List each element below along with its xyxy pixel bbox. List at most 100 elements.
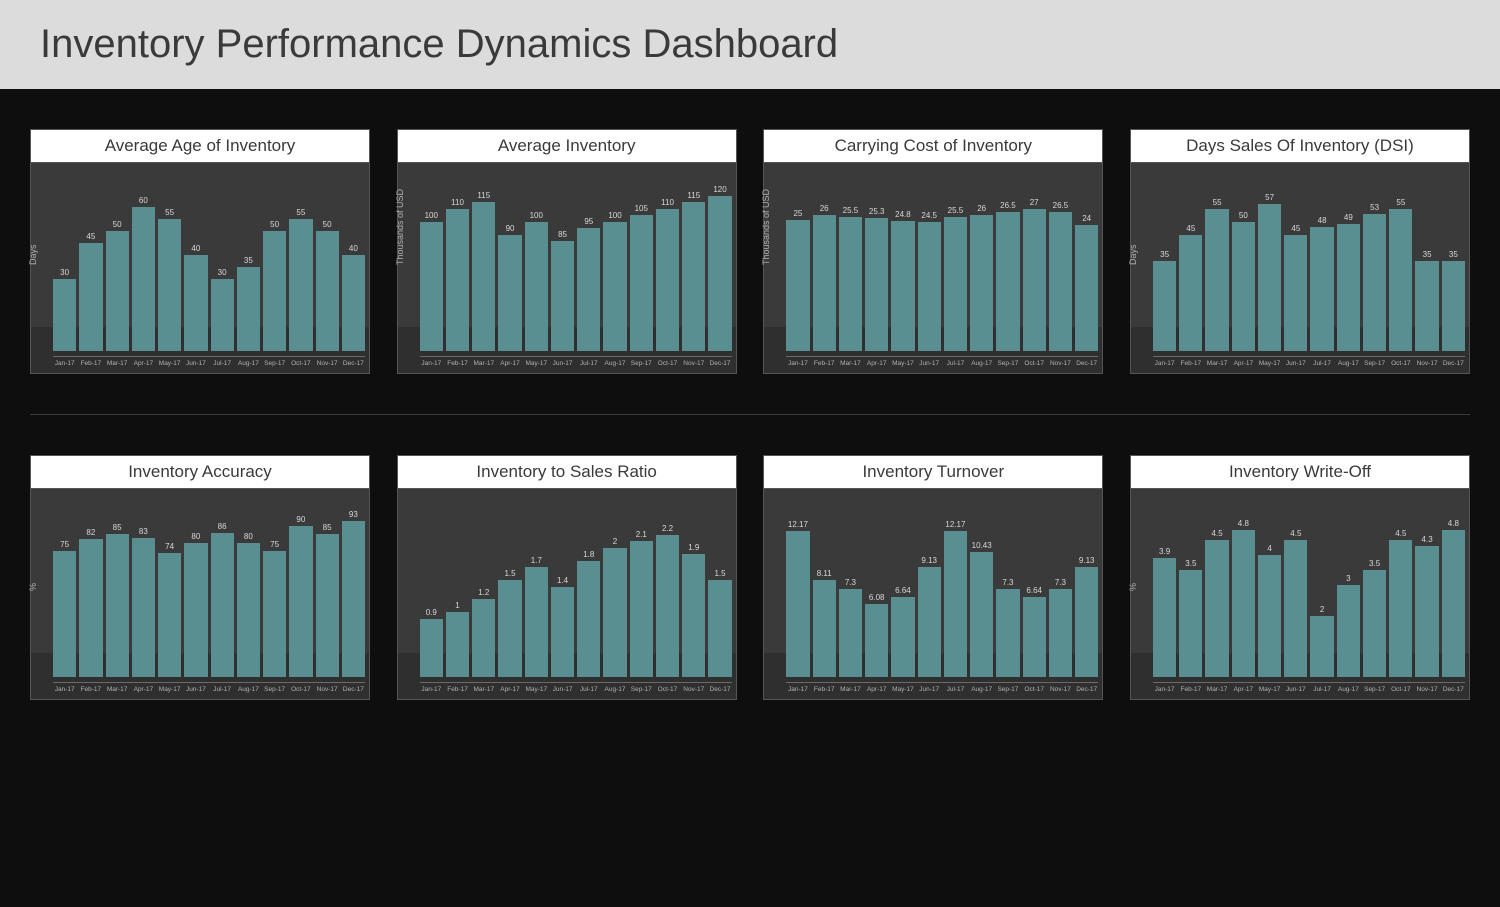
bar	[1284, 540, 1307, 677]
bar-column: 30	[53, 169, 76, 351]
bar-column: 26.5	[1049, 169, 1072, 351]
bar-column: 100	[525, 169, 548, 351]
x-axis-label: Mar-17	[106, 360, 129, 367]
bar-column: 24.5	[918, 169, 941, 351]
chart-row-1: Average Age of InventoryDays304550605540…	[30, 129, 1470, 374]
bar-value-label: 1.8	[583, 550, 594, 559]
bar-column: 49	[1337, 169, 1360, 351]
bar	[263, 231, 286, 351]
chart-card-avg_inv: Average InventoryThousands of USD1001101…	[397, 129, 737, 374]
bar	[1415, 546, 1438, 677]
bar-column: 10.43	[970, 495, 993, 677]
x-axis-label: Oct-17	[1389, 360, 1412, 367]
bar-value-label: 4.3	[1422, 535, 1433, 544]
bar-column: 3	[1337, 495, 1360, 677]
bar-value-label: 25.5	[843, 206, 859, 215]
bar	[1049, 589, 1072, 677]
bar-column: 3.5	[1179, 495, 1202, 677]
x-axis-label: Feb-17	[446, 360, 469, 367]
x-axis-label: Mar-17	[1205, 686, 1228, 693]
bar	[158, 219, 181, 351]
x-axis-label: Nov-17	[682, 360, 705, 367]
bar-column: 57	[1258, 169, 1281, 351]
bar-value-label: 12.17	[945, 520, 965, 529]
x-axis-label: Nov-17	[316, 360, 339, 367]
bar-value-label: 50	[113, 220, 122, 229]
bar	[970, 552, 993, 677]
chart-title: Average Inventory	[398, 130, 736, 163]
bar-value-label: 90	[296, 515, 305, 524]
bar-column: 4.5	[1389, 495, 1412, 677]
bar-value-label: 1.5	[504, 569, 515, 578]
bar-value-label: 1.2	[478, 588, 489, 597]
x-axis-label: Oct-17	[289, 360, 312, 367]
bar	[263, 551, 286, 677]
bar	[53, 551, 76, 677]
x-axis-label: May-17	[891, 360, 914, 367]
bar-column: 6.64	[1023, 495, 1046, 677]
x-axis-label: Aug-17	[1337, 686, 1360, 693]
bar	[603, 222, 626, 351]
x-axis-label: Oct-17	[656, 686, 679, 693]
x-axis-label: Jan-17	[53, 360, 76, 367]
bar	[79, 539, 102, 677]
x-axis-label: Dec-17	[708, 686, 731, 693]
x-axis-label: Jul-17	[1310, 360, 1333, 367]
bar	[1415, 261, 1438, 351]
x-axis-label: Sep-17	[263, 686, 286, 693]
x-axis-label: Sep-17	[263, 360, 286, 367]
bar	[446, 612, 469, 677]
bar	[839, 217, 862, 351]
bar-value-label: 9.13	[921, 556, 937, 565]
bar	[420, 222, 443, 351]
x-axis-label: Aug-17	[603, 686, 626, 693]
bar-value-label: 105	[635, 204, 648, 213]
bar-column: 48	[1310, 169, 1333, 351]
bar-column: 120	[708, 169, 731, 351]
bar-value-label: 27	[1030, 198, 1039, 207]
bar	[79, 243, 102, 351]
bar	[1258, 204, 1281, 351]
x-axis-label: Jun-17	[184, 686, 207, 693]
bar	[996, 589, 1019, 677]
bar	[656, 209, 679, 351]
x-axis-label: Jul-17	[577, 686, 600, 693]
bar	[1389, 540, 1412, 677]
bar-value-label: 8.11	[817, 569, 832, 578]
chart-card-carry_cost: Carrying Cost of InventoryThousands of U…	[763, 129, 1103, 374]
bar-value-label: 45	[1291, 224, 1300, 233]
bar-column: 80	[237, 495, 260, 677]
chart-plot-area: %3.93.54.54.844.5233.54.54.34.8Jan-17Feb…	[1131, 489, 1469, 699]
bar-column: 40	[342, 169, 365, 351]
bar-value-label: 50	[1239, 211, 1248, 220]
bar-value-label: 6.08	[869, 593, 885, 602]
bar-column: 110	[446, 169, 469, 351]
x-axis-label: Jun-17	[551, 360, 574, 367]
chart-bars: 354555505745484953553535	[1153, 169, 1465, 351]
bar	[813, 215, 836, 352]
x-axis-label: Jul-17	[211, 360, 234, 367]
chart-xlabels: Jan-17Feb-17Mar-17Apr-17May-17Jun-17Jul-…	[1153, 682, 1465, 693]
bar	[577, 228, 600, 351]
x-axis-label: Feb-17	[813, 686, 836, 693]
bar-column: 2	[603, 495, 626, 677]
bar-value-label: 85	[558, 230, 567, 239]
bar	[944, 531, 967, 677]
bar-column: 50	[263, 169, 286, 351]
bar-value-label: 115	[687, 191, 700, 200]
bar-column: 115	[472, 169, 495, 351]
bar	[1363, 570, 1386, 677]
chart-bars: 100110115901008595100105110115120	[420, 169, 732, 351]
bar-column: 25	[786, 169, 809, 351]
bar	[865, 218, 888, 351]
bar-value-label: 10.43	[972, 541, 992, 550]
bar-column: 30	[211, 169, 234, 351]
bar-column: 75	[263, 495, 286, 677]
x-axis-label: Dec-17	[1442, 686, 1465, 693]
chart-plot-area: Thousands of USD252625.525.324.824.525.5…	[764, 163, 1102, 373]
chart-title: Carrying Cost of Inventory	[764, 130, 1102, 163]
bar-column: 35	[1415, 169, 1438, 351]
bar	[813, 580, 836, 677]
bar-value-label: 55	[296, 208, 305, 217]
bar-value-label: 100	[425, 211, 438, 220]
